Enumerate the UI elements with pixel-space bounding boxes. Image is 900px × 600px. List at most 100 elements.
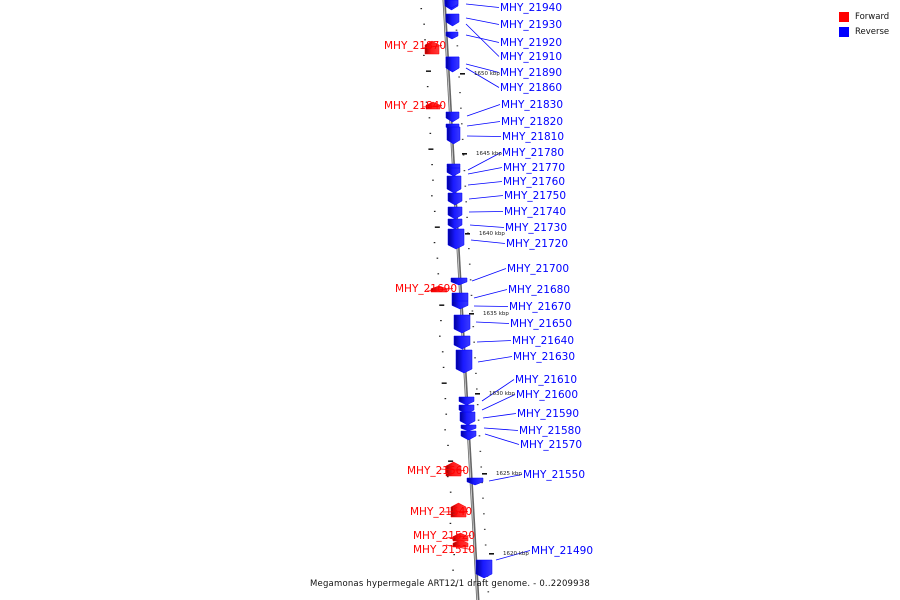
gene-label[interactable]: MHY_21600	[516, 389, 578, 401]
gene-label[interactable]: MHY_21780	[502, 147, 564, 159]
gene-glyph[interactable]	[444, 0, 459, 9]
gene-features: MHY_21940 MHY_21930 MHY_21920 MHY_21910 MHY_…	[384, 0, 593, 579]
gene-mhy_21540[interactable]: MHY_21540	[410, 502, 472, 518]
gene-label[interactable]: MHY_21820	[501, 116, 563, 128]
gene-mhy_21690[interactable]: MHY_21690	[395, 283, 457, 295]
gene-glyph[interactable]	[453, 314, 471, 334]
gene-mhy_21630[interactable]: MHY_21630	[455, 349, 575, 374]
gene-mhy_21810[interactable]: MHY_21810	[446, 126, 564, 145]
gene-mhy_21740[interactable]: MHY_21740	[447, 206, 566, 220]
gene-label[interactable]: MHY_21670	[509, 301, 571, 313]
gene-leader	[466, 135, 502, 137]
gene-glyph[interactable]	[458, 396, 475, 406]
gene-mhy_21940[interactable]: MHY_21940	[444, 0, 562, 14]
gene-label[interactable]: MHY_21930	[500, 19, 562, 31]
gene-glyph[interactable]	[445, 31, 459, 40]
gene-mhy_21570[interactable]: MHY_21570	[460, 430, 582, 451]
gene-label[interactable]: MHY_21650	[510, 318, 572, 330]
gene-glyph[interactable]	[425, 101, 441, 110]
gene-label[interactable]: MHY_21940	[500, 2, 562, 14]
gene-glyph[interactable]	[447, 192, 463, 206]
gene-glyph[interactable]	[451, 300, 469, 310]
gene-glyph[interactable]	[447, 218, 463, 230]
gene-label[interactable]: MHY_21540	[410, 506, 472, 518]
gene-mhy_21720[interactable]: MHY_21720	[447, 228, 568, 250]
gene-glyph[interactable]	[450, 277, 468, 286]
gene-label[interactable]: MHY_21570	[520, 439, 582, 451]
gene-mhy_21640[interactable]: MHY_21640	[453, 335, 574, 350]
gene-glyph[interactable]	[424, 40, 440, 55]
gene-label[interactable]: MHY_21870	[384, 40, 446, 52]
gene-label[interactable]: MHY_21890	[500, 67, 562, 79]
gene-mhy_21510[interactable]: MHY_21510	[413, 539, 475, 556]
gene-label[interactable]: MHY_21510	[413, 544, 475, 556]
gene-mhy_21560[interactable]: MHY_21560	[407, 461, 469, 477]
gene-glyph[interactable]	[452, 539, 469, 548]
gene-mhy_21820[interactable]: MHY_21820	[445, 116, 563, 131]
gene-mhy_21700[interactable]: MHY_21700	[450, 263, 569, 286]
gene-glyph[interactable]	[475, 559, 493, 579]
gene-mhy_21920[interactable]: MHY_21920	[445, 31, 562, 49]
gene-mhy_21590[interactable]: MHY_21590	[459, 408, 579, 426]
gene-glyph[interactable]	[460, 424, 477, 432]
gene-glyph[interactable]	[450, 502, 467, 518]
gene-label[interactable]: MHY_21490	[531, 545, 593, 557]
gene-mhy_21750[interactable]: MHY_21750	[447, 190, 566, 206]
gene-glyph[interactable]	[447, 228, 465, 250]
gene-label[interactable]: MHY_21690	[395, 283, 457, 295]
tick-right	[472, 326, 475, 328]
gene-label[interactable]: MHY_21610	[515, 374, 577, 386]
gene-mhy_21930[interactable]: MHY_21930	[445, 13, 562, 31]
gene-mhy_21550[interactable]: MHY_21550	[466, 469, 585, 486]
gene-label[interactable]: MHY_21840	[384, 100, 446, 112]
gene-mhy_21490[interactable]: MHY_21490	[475, 545, 593, 579]
gene-label[interactable]: MHY_21580	[519, 425, 581, 437]
gene-mhy_21840[interactable]: MHY_21840	[384, 100, 446, 112]
gene-glyph[interactable]	[446, 175, 462, 194]
gene-glyph[interactable]	[445, 111, 460, 123]
gene-label[interactable]: MHY_21740	[504, 206, 566, 218]
gene-label[interactable]: MHY_21640	[512, 335, 574, 347]
gene-label[interactable]: MHY_21770	[503, 162, 565, 174]
gene-mhy_21520[interactable]: MHY_21520	[413, 530, 475, 542]
gene-label[interactable]: MHY_21730	[505, 222, 567, 234]
tick-left	[446, 476, 449, 478]
gene-glyph[interactable]	[447, 206, 463, 220]
gene-label[interactable]: MHY_21750	[504, 190, 566, 202]
gene-label[interactable]: MHY_21680	[508, 284, 570, 296]
gene-mhy_21870[interactable]: MHY_21870	[384, 40, 446, 55]
gene-glyph[interactable]	[446, 167, 461, 177]
gene-glyph[interactable]	[460, 430, 477, 441]
gene-glyph[interactable]	[445, 461, 462, 477]
gene-label[interactable]: MHY_21810	[502, 131, 564, 143]
gene-label[interactable]: MHY_21910	[500, 51, 562, 63]
gene-glyph[interactable]	[445, 13, 460, 27]
gene-glyph[interactable]	[455, 349, 473, 374]
gene-glyph[interactable]	[453, 335, 471, 350]
gene-glyph[interactable]	[466, 477, 484, 486]
gene-glyph[interactable]	[459, 411, 476, 426]
gene-label[interactable]: MHY_21630	[513, 351, 575, 363]
gene-glyph[interactable]	[445, 56, 460, 73]
gene-label[interactable]: MHY_21920	[500, 37, 562, 49]
gene-label[interactable]: MHY_21760	[503, 176, 565, 188]
gene-mhy_21770[interactable]: MHY_21770	[446, 162, 565, 177]
gene-label[interactable]: MHY_21830	[501, 99, 563, 111]
gene-mhy_21830[interactable]: MHY_21830	[445, 99, 563, 123]
gene-mhy_21760[interactable]: MHY_21760	[446, 175, 565, 194]
gene-mhy_21910[interactable]: MHY_21910	[444, 0, 562, 63]
gene-mhy_21580[interactable]: MHY_21580	[460, 424, 581, 437]
gene-mhy_21730[interactable]: MHY_21730	[447, 218, 567, 234]
gene-mhy_21650[interactable]: MHY_21650	[453, 314, 572, 334]
gene-label[interactable]: MHY_21590	[517, 408, 579, 420]
gene-glyph[interactable]	[446, 126, 461, 145]
gene-label[interactable]: MHY_21860	[500, 82, 562, 94]
gene-mhy_21860[interactable]: MHY_21860	[445, 56, 562, 94]
gene-label[interactable]: MHY_21520	[413, 530, 475, 542]
gene-mhy_21670[interactable]: MHY_21670	[451, 300, 571, 313]
gene-label[interactable]: MHY_21700	[507, 263, 569, 275]
gene-label[interactable]: MHY_21550	[523, 469, 585, 481]
gene-label[interactable]: MHY_21560	[407, 465, 469, 477]
gene-mhy_21610[interactable]: MHY_21610	[458, 374, 577, 406]
gene-label[interactable]: MHY_21720	[506, 238, 568, 250]
